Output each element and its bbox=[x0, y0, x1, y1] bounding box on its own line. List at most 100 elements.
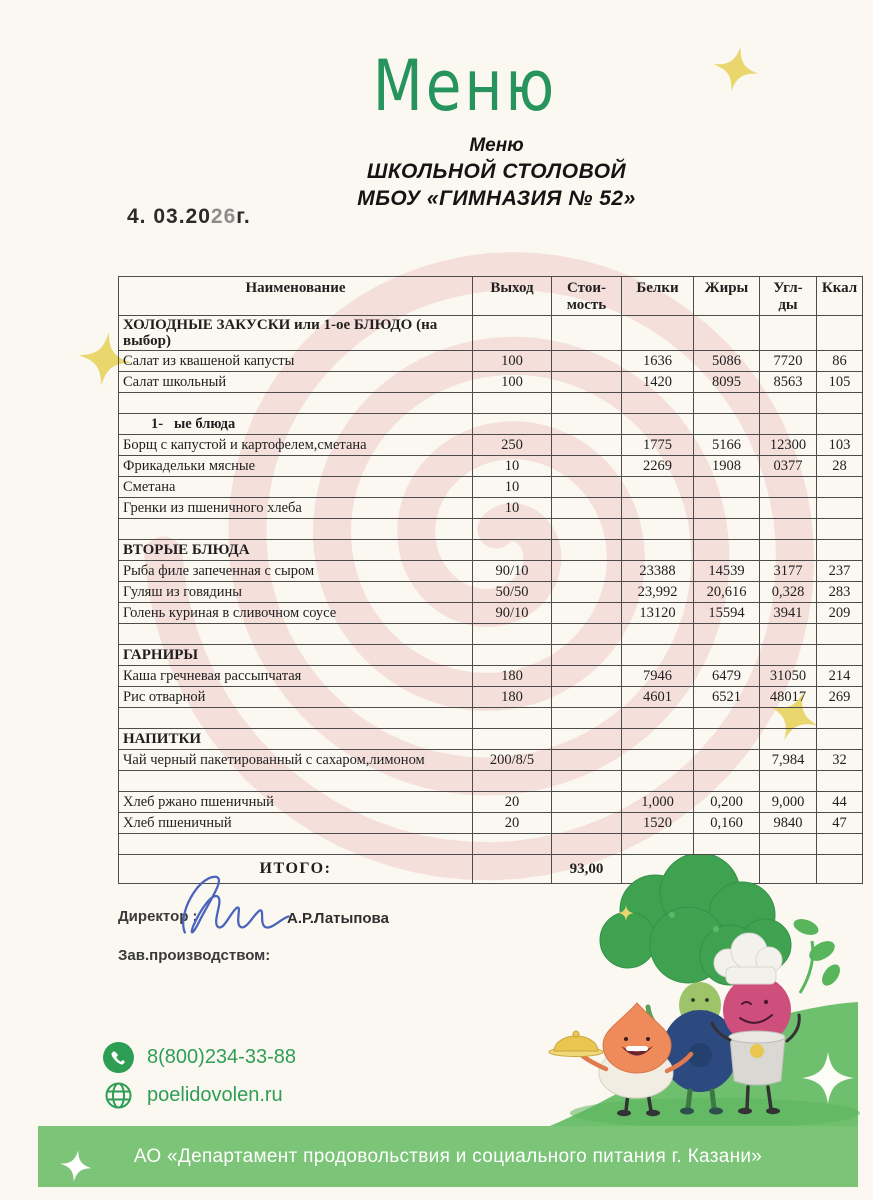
table-row: ХОЛОДНЫЕ ЗАКУСКИ или 1-ое БЛЮДО (на выбо… bbox=[118, 315, 863, 351]
column-header: Наименование bbox=[118, 276, 473, 316]
cell-protein bbox=[621, 497, 694, 519]
cell-out bbox=[472, 315, 552, 351]
table-row: ГАРНИРЫ bbox=[118, 644, 863, 666]
cell-cost bbox=[551, 434, 622, 456]
cell-kcal bbox=[816, 518, 863, 540]
cell-out: 10 bbox=[472, 497, 552, 519]
cell-cost bbox=[551, 455, 622, 477]
sparkle-icon bbox=[802, 1052, 854, 1104]
cell-protein bbox=[621, 315, 694, 351]
cell-cost bbox=[551, 392, 622, 414]
dish-name: Фрикадельки мясные bbox=[118, 455, 473, 477]
dish-name: ИТОГО: bbox=[118, 854, 473, 884]
cell-protein bbox=[621, 392, 694, 414]
cell-fat bbox=[693, 518, 760, 540]
table-row: Каша гречневая рассыпчатая 180 7946 6479 31… bbox=[118, 665, 863, 687]
date-year: 26 bbox=[210, 205, 237, 228]
cell-cost bbox=[551, 686, 622, 708]
table-empty-row bbox=[118, 518, 863, 540]
dish-name: Салат из квашеной капусты bbox=[118, 350, 473, 372]
cell-kcal: 28 bbox=[816, 455, 863, 477]
cell-carbs: 9,000 bbox=[759, 791, 817, 813]
dish-name: Салат школьный bbox=[118, 371, 473, 393]
dish-name bbox=[118, 518, 473, 540]
cell-cost bbox=[551, 350, 622, 372]
table-row: Хлеб ржано пшеничный 20 1,000 0,200 9,000 44 bbox=[118, 791, 863, 813]
cell-fat: 6521 bbox=[693, 686, 760, 708]
cell-fat: 20,616 bbox=[693, 581, 760, 603]
cell-out: 200/8/5 bbox=[472, 749, 552, 771]
cell-protein bbox=[621, 770, 694, 792]
cell-protein: 2269 bbox=[621, 455, 694, 477]
cell-fat bbox=[693, 413, 760, 435]
cell-kcal bbox=[816, 392, 863, 414]
cell-protein bbox=[621, 749, 694, 771]
table-row: Борщ с капустой и картофелем,сметана 250 … bbox=[118, 434, 863, 456]
cell-out: 50/50 bbox=[472, 581, 552, 603]
cell-protein: 1775 bbox=[621, 434, 694, 456]
cell-protein bbox=[621, 476, 694, 498]
cell-kcal bbox=[816, 497, 863, 519]
vegetables-illustration bbox=[540, 855, 860, 1132]
cell-protein: 23,992 bbox=[621, 581, 694, 603]
phone-contact: 8(800)234-33-88 bbox=[103, 1042, 296, 1073]
dish-name: Сметана bbox=[118, 476, 473, 498]
cell-kcal: 32 bbox=[816, 749, 863, 771]
cell-cost bbox=[551, 644, 622, 666]
dish-name: Хлеб пшеничный bbox=[118, 812, 473, 834]
cell-fat: 0,160 bbox=[693, 812, 760, 834]
column-header: Жиры bbox=[693, 276, 760, 316]
dish-name: Каша гречневая рассыпчатая bbox=[118, 665, 473, 687]
director-signature bbox=[182, 875, 290, 934]
cell-protein: 4601 bbox=[621, 686, 694, 708]
cell-out: 20 bbox=[472, 812, 552, 834]
dish-name: НАПИТКИ bbox=[118, 728, 473, 750]
cell-kcal: 47 bbox=[816, 812, 863, 834]
cell-out: 180 bbox=[472, 665, 552, 687]
cell-cost bbox=[551, 812, 622, 834]
dish-name: ХОЛОДНЫЕ ЗАКУСКИ или 1-ое БЛЮДО (на выбо… bbox=[118, 315, 473, 351]
director-label: Директор : bbox=[118, 908, 198, 925]
cell-cost bbox=[551, 791, 622, 813]
cell-out bbox=[472, 539, 552, 561]
cell-fat bbox=[693, 392, 760, 414]
cell-fat bbox=[693, 749, 760, 771]
subtitle-line-3: МБОУ «ГИМНАЗИЯ № 52» bbox=[357, 187, 636, 210]
cell-protein: 13120 bbox=[621, 602, 694, 624]
website-url: poelidovolen.ru bbox=[147, 1084, 283, 1106]
table-row: НАПИТКИ bbox=[118, 728, 863, 750]
website-contact: poelidovolen.ru bbox=[103, 1080, 283, 1111]
cell-protein bbox=[621, 728, 694, 750]
cell-cost bbox=[551, 749, 622, 771]
page-title: Меню bbox=[372, 44, 558, 127]
cell-out: 90/10 bbox=[472, 602, 552, 624]
cell-fat bbox=[693, 644, 760, 666]
cell-cost bbox=[551, 833, 622, 855]
cell-kcal bbox=[816, 770, 863, 792]
dish-name: Рыба филе запеченная с сыром bbox=[118, 560, 473, 582]
cell-fat bbox=[693, 497, 760, 519]
cell-carbs: 31050 bbox=[759, 665, 817, 687]
cell-fat bbox=[693, 770, 760, 792]
sparkle-icon bbox=[58, 1148, 94, 1184]
cell-cost bbox=[551, 518, 622, 540]
sparkle-icon bbox=[709, 42, 764, 97]
dish-name: ВТОРЫЕ БЛЮДА bbox=[118, 539, 473, 561]
cell-kcal bbox=[816, 476, 863, 498]
subtitle-line-2: ШКОЛЬНОЙ СТОЛОВОЙ bbox=[366, 160, 627, 183]
table-row: Рис отварной 180 4601 6521 48017 269 bbox=[118, 686, 863, 708]
dish-name: Гуляш из говядины bbox=[118, 581, 473, 603]
dish-name: Рис отварной bbox=[118, 686, 473, 708]
cell-carbs: 3177 bbox=[759, 560, 817, 582]
globe-icon bbox=[105, 1082, 132, 1109]
dish-name bbox=[118, 392, 473, 414]
cell-carbs bbox=[759, 315, 817, 351]
cell-kcal: 237 bbox=[816, 560, 863, 582]
table-empty-row bbox=[118, 770, 863, 792]
cell-out bbox=[472, 833, 552, 855]
cell-out bbox=[472, 623, 552, 645]
dish-name: 1- ые блюда bbox=[118, 413, 473, 435]
cell-out bbox=[472, 728, 552, 750]
cell-protein: 23388 bbox=[621, 560, 694, 582]
